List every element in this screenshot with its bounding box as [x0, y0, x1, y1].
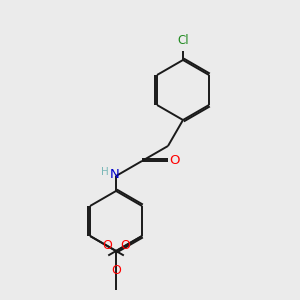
Text: N: N	[110, 168, 119, 181]
Text: Cl: Cl	[178, 34, 189, 47]
Text: O: O	[102, 239, 112, 252]
Text: O: O	[111, 264, 121, 277]
Text: O: O	[169, 154, 179, 167]
Text: O: O	[120, 239, 130, 252]
Text: H: H	[101, 167, 109, 177]
